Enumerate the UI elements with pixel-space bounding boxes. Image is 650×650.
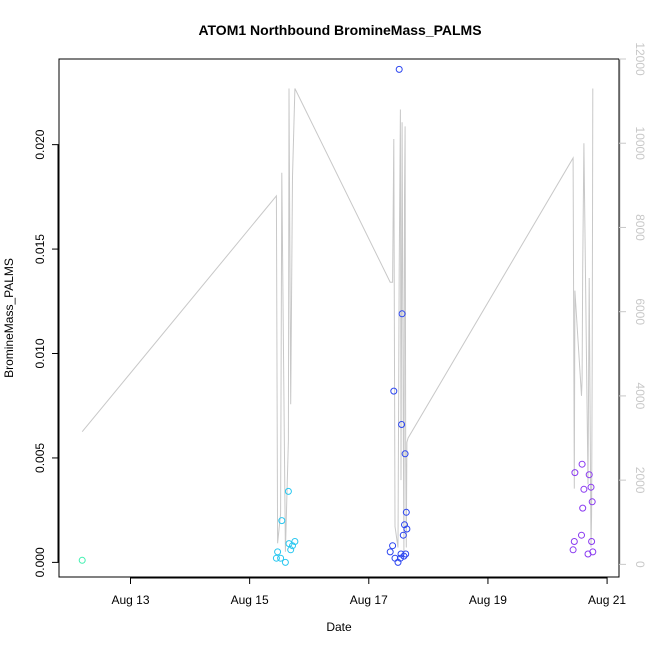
data-point-series-1-0: [272, 554, 280, 562]
data-point-series-2-11: [400, 552, 408, 560]
data-point-series-2-15: [402, 508, 410, 516]
plot-frame: [58, 58, 620, 578]
x-tick-label: Aug 17: [350, 593, 388, 607]
data-point-series-3-4: [578, 460, 586, 468]
data-point-series-1-3: [278, 517, 286, 525]
data-point-series-3-6: [580, 485, 588, 493]
y2-tick-label: 4000: [633, 383, 647, 410]
data-point-series-3-9: [587, 483, 595, 491]
data-point-series-2-1: [389, 542, 397, 550]
data-point-series-3-8: [585, 471, 593, 479]
data-point-series-3-12: [589, 548, 597, 556]
data-point-series-2-14: [402, 550, 410, 558]
y-axis-label: BromineMass_PALMS: [2, 258, 16, 378]
y2-tick-label: 2000: [633, 467, 647, 494]
data-point-series-3-1: [570, 538, 578, 545]
data-point-series-3-11: [588, 498, 596, 506]
x-tick-label: Aug 19: [469, 593, 507, 607]
secondary-series-line: [81, 88, 594, 552]
data-point-series-2-6: [396, 554, 404, 562]
data-point-series-3-5: [579, 504, 587, 512]
y2-tick-label: 12000: [633, 42, 647, 76]
chart-title: ATOM1 Northbound BromineMass_PALMS: [198, 22, 481, 38]
y-axis: 0.000 0.005 0.010 0.015 0.020: [33, 129, 59, 577]
data-point-series-1-9: [291, 538, 299, 545]
y-tick-label: 0.020: [33, 129, 47, 159]
data-point-series-2-5: [395, 65, 403, 73]
data-point-series-2-16: [403, 525, 411, 533]
x-tick-label: Aug 21: [588, 593, 626, 607]
data-point-series-2-8: [398, 421, 406, 428]
y-tick-label: 0.000: [33, 547, 47, 577]
x-axis-label: Date: [326, 620, 352, 634]
data-point-series-2-9: [398, 310, 406, 318]
y-tick-label: 0.010: [33, 338, 47, 368]
data-point-series-3-10: [588, 538, 596, 545]
data-point-series-1-1: [274, 548, 282, 556]
y2-axis-right: 0 2000 4000 6000 8000 10000 12000: [619, 42, 647, 568]
x-tick-label: Aug 15: [231, 593, 269, 607]
data-point-series-2-10: [399, 531, 407, 539]
data-point-series-1-4: [281, 558, 289, 566]
secondary-line-layer: [81, 88, 594, 552]
x-tick-label: Aug 13: [111, 593, 149, 607]
data-point-series-1-2: [277, 554, 285, 562]
data-point-series-3-0: [569, 546, 577, 554]
data-point-series-1-7: [287, 546, 295, 554]
y2-tick-label: 10000: [633, 127, 647, 161]
points-layer: [78, 65, 597, 566]
data-point-series-0-0: [78, 556, 86, 564]
data-point-series-3-2: [571, 469, 579, 477]
data-point-series-3-3: [578, 531, 585, 539]
y2-tick-label: 6000: [633, 298, 647, 325]
data-point-series-1-5: [284, 487, 292, 495]
data-point-series-2-2: [390, 387, 398, 395]
y2-tick-label: 0: [633, 561, 647, 568]
data-point-series-1-6: [285, 540, 293, 548]
x-axis: Aug 13 Aug 15 Aug 17 Aug 19 Aug 21: [111, 577, 626, 607]
y-tick-label: 0.015: [33, 234, 47, 264]
data-point-series-2-0: [386, 548, 394, 556]
y2-tick-label: 8000: [633, 214, 647, 241]
data-point-series-2-13: [401, 450, 409, 458]
y-tick-label: 0.005: [33, 443, 47, 473]
